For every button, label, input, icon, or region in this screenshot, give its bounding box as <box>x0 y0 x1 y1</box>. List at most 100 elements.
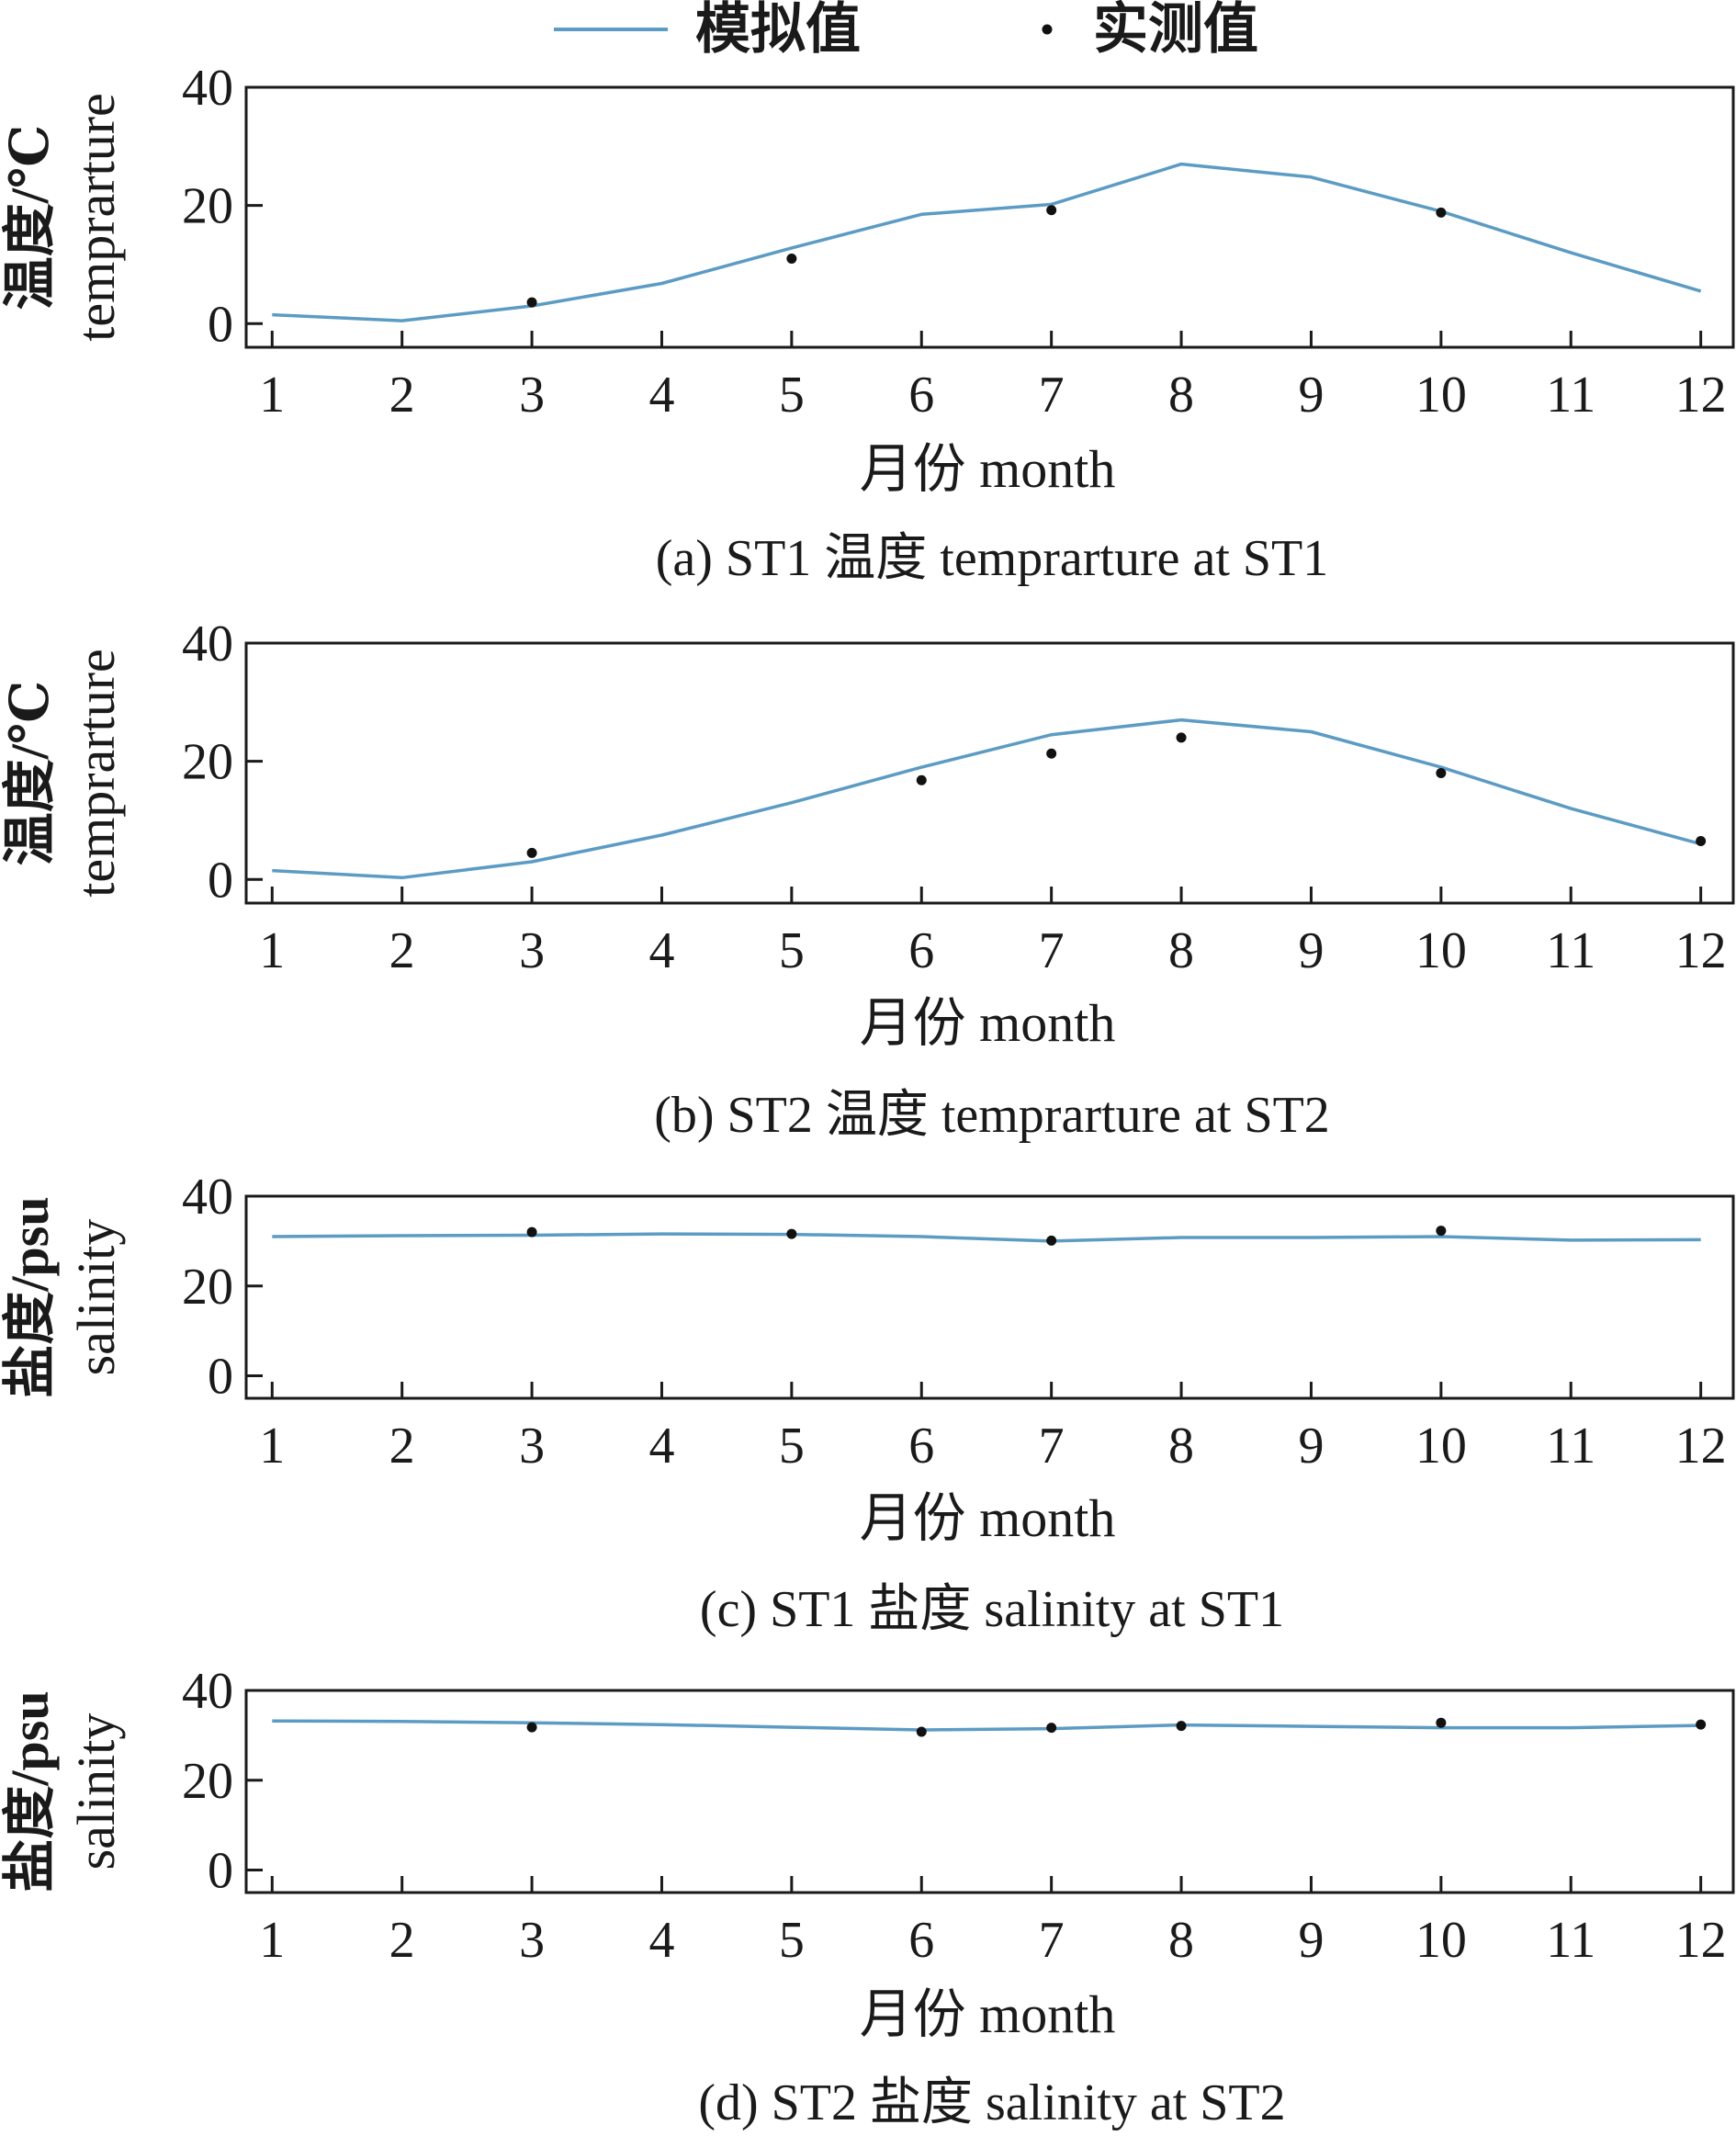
observed-point <box>526 847 537 858</box>
x-tick-label: 9 <box>1298 1418 1324 1475</box>
observed-point <box>1176 1721 1187 1732</box>
x-tick-label: 11 <box>1546 922 1595 979</box>
observed-point <box>526 297 537 308</box>
x-tick-label: 11 <box>1546 1912 1595 1969</box>
y-tick-label: 40 <box>182 1169 233 1226</box>
x-tick-label: 8 <box>1168 1418 1194 1475</box>
x-tick-label: 1 <box>259 922 285 979</box>
observed-point <box>1436 768 1447 778</box>
x-tick-label: 10 <box>1415 1418 1467 1475</box>
y-axis-label-en: salinity <box>66 1713 126 1870</box>
x-tick-label: 2 <box>389 367 415 424</box>
observed-point <box>1696 1719 1707 1730</box>
y-axis-label-cn: 盐度/psu <box>0 1196 60 1397</box>
plot-frame <box>244 1689 1735 1894</box>
x-tick-label: 8 <box>1168 1912 1194 1969</box>
x-tick-label: 12 <box>1675 367 1727 424</box>
legend-simulated-label: 模拟值 <box>695 0 861 60</box>
observed-point <box>1436 1226 1447 1237</box>
x-tick-label: 1 <box>259 1912 285 1969</box>
x-tick-label: 2 <box>389 922 415 979</box>
panel-caption: (a) ST1 温度 temprarture at ST1 <box>656 530 1328 587</box>
x-axis-label: 月份 month <box>860 993 1116 1053</box>
panel-caption: (c) ST1 盐度 salinity at ST1 <box>700 1581 1284 1638</box>
x-tick-label: 7 <box>1039 1912 1065 1969</box>
observed-point <box>786 1228 797 1239</box>
x-axis-label: 月份 month <box>860 439 1116 499</box>
x-tick-label: 11 <box>1546 1418 1595 1475</box>
plot-frame <box>244 641 1735 905</box>
y-axis-label-cn: 温度/℃ <box>0 125 60 311</box>
legend-observed-label: 实测值 <box>1093 0 1258 60</box>
y-tick-label: 20 <box>182 178 233 235</box>
observed-point <box>526 1722 537 1733</box>
y-tick-label: 0 <box>208 1843 233 1900</box>
x-tick-label: 5 <box>779 367 805 424</box>
x-tick-label: 5 <box>779 1912 805 1969</box>
x-tick-label: 1 <box>259 1418 285 1475</box>
x-tick-label: 2 <box>389 1418 415 1475</box>
x-axis-label: 月份 month <box>860 1984 1116 2044</box>
y-tick-label: 40 <box>182 60 233 117</box>
observed-point <box>1436 1717 1447 1728</box>
y-tick-label: 40 <box>182 1663 233 1720</box>
x-tick-label: 4 <box>648 922 674 979</box>
x-tick-label: 4 <box>648 1912 674 1969</box>
x-tick-label: 1 <box>259 367 285 424</box>
x-tick-label: 11 <box>1546 367 1595 424</box>
y-tick-label: 20 <box>182 734 233 791</box>
legend: 模拟值 实测值 <box>554 0 1258 60</box>
x-tick-label: 10 <box>1415 922 1467 979</box>
x-tick-label: 12 <box>1675 1418 1727 1475</box>
x-tick-label: 5 <box>779 1418 805 1475</box>
x-tick-label: 8 <box>1168 367 1194 424</box>
x-tick-label: 3 <box>519 922 545 979</box>
x-tick-label: 9 <box>1298 1912 1324 1969</box>
x-tick-label: 2 <box>389 1912 415 1969</box>
legend-observed-marker <box>1042 24 1053 35</box>
x-axis-label: 月份 month <box>860 1488 1116 1548</box>
observed-point <box>1696 835 1707 846</box>
y-axis-label-en: salinity <box>66 1219 126 1376</box>
simulated-series-line <box>272 162 1702 322</box>
y-axis-label-en: temprarture <box>66 93 126 342</box>
panel-caption: (d) ST2 盐度 salinity at ST2 <box>698 2074 1285 2131</box>
x-tick-label: 7 <box>1039 367 1065 424</box>
observed-point <box>916 1726 927 1737</box>
y-axis-label-cn: 盐度/psu <box>0 1690 60 1892</box>
y-tick-label: 20 <box>182 1259 233 1316</box>
y-axis-label-cn: 温度/℃ <box>0 681 60 866</box>
y-tick-label: 20 <box>182 1753 233 1810</box>
x-tick-label: 7 <box>1039 1418 1065 1475</box>
x-tick-label: 10 <box>1415 367 1467 424</box>
y-tick-label: 0 <box>208 1349 233 1406</box>
y-axis-label-en: temprarture <box>66 649 126 898</box>
x-tick-label: 3 <box>519 367 545 424</box>
x-tick-label: 6 <box>908 922 934 979</box>
observed-point <box>1046 1235 1057 1246</box>
observed-point <box>1046 748 1057 759</box>
x-tick-label: 5 <box>779 922 805 979</box>
x-tick-label: 9 <box>1298 922 1324 979</box>
x-tick-label: 6 <box>908 367 934 424</box>
observed-point <box>1046 1723 1057 1734</box>
observed-point <box>786 254 797 265</box>
simulated-series-line <box>272 1232 1701 1243</box>
x-tick-label: 8 <box>1168 922 1194 979</box>
x-tick-label: 9 <box>1298 367 1324 424</box>
observed-point <box>916 774 927 785</box>
x-tick-label: 10 <box>1415 1912 1467 1969</box>
x-tick-label: 12 <box>1675 1912 1727 1969</box>
x-tick-label: 6 <box>908 1418 934 1475</box>
panel-caption: (b) ST2 温度 temprarture at ST2 <box>654 1087 1330 1144</box>
x-tick-label: 3 <box>519 1418 545 1475</box>
x-tick-label: 4 <box>648 1418 674 1475</box>
observed-point <box>1436 207 1447 218</box>
observed-point <box>526 1226 537 1238</box>
x-tick-label: 3 <box>519 1912 545 1969</box>
